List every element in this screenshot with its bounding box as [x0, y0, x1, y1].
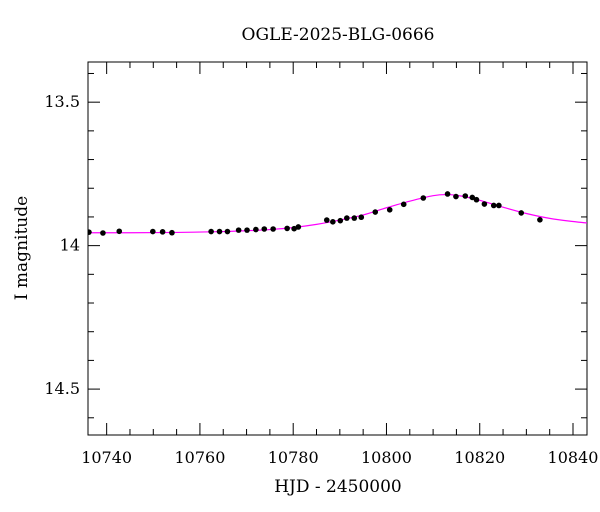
data-point — [150, 228, 156, 235]
data-point — [420, 195, 427, 201]
data-point — [444, 191, 451, 197]
x-tick-label: 10740 — [81, 448, 132, 467]
data-points — [88, 191, 543, 236]
data-point — [358, 214, 365, 221]
data-point — [337, 217, 344, 224]
data-point — [291, 225, 297, 232]
data-point — [100, 230, 106, 236]
data-point — [351, 215, 358, 221]
data-point — [284, 225, 290, 232]
data-point — [208, 228, 214, 235]
x-tick-label: 10780 — [268, 448, 319, 467]
data-point — [537, 217, 543, 223]
y-tick-labels: 13.5 14 14.5 — [44, 92, 80, 398]
data-point — [270, 226, 276, 232]
x-tick-label: 10800 — [361, 448, 412, 467]
data-point — [386, 206, 393, 213]
y-tick-label: 14.5 — [44, 379, 80, 398]
data-point — [253, 226, 259, 233]
data-point — [372, 209, 379, 215]
data-point — [518, 210, 525, 216]
model-curves — [88, 193, 587, 234]
y-tick-label: 13.5 — [44, 92, 80, 111]
data-point — [295, 224, 302, 230]
data-point — [481, 201, 488, 207]
y-axis-label: I magnitude — [12, 196, 32, 300]
data-point — [261, 226, 268, 232]
data-point — [453, 193, 459, 200]
data-point — [400, 201, 407, 208]
model-curve — [88, 193, 587, 234]
data-point — [116, 228, 123, 235]
data-point — [469, 194, 476, 201]
axis-ticks — [88, 62, 587, 435]
data-point — [330, 219, 336, 225]
data-point — [323, 217, 330, 223]
data-point — [159, 229, 166, 235]
data-point — [216, 228, 223, 235]
data-point — [88, 229, 92, 235]
data-point — [490, 202, 497, 209]
x-axis-label: HJD - 2450000 — [274, 477, 402, 497]
plot-frame — [87, 61, 588, 436]
chart-title: OGLE-2025-BLG-0666 — [242, 25, 435, 45]
x-tick-label: 10820 — [454, 448, 505, 467]
data-point — [473, 196, 480, 203]
data-point — [169, 229, 175, 236]
data-point — [496, 202, 502, 209]
x-tick-label: 10840 — [548, 448, 599, 467]
x-tick-labels: 10740 10760 10780 10800 10820 10840 — [81, 448, 598, 467]
data-point — [235, 227, 242, 233]
y-tick-label: 14 — [60, 236, 80, 255]
data-point — [344, 215, 350, 221]
data-point — [224, 228, 231, 235]
x-tick-label: 10760 — [174, 448, 225, 467]
data-point — [462, 193, 469, 199]
data-point — [244, 227, 250, 233]
